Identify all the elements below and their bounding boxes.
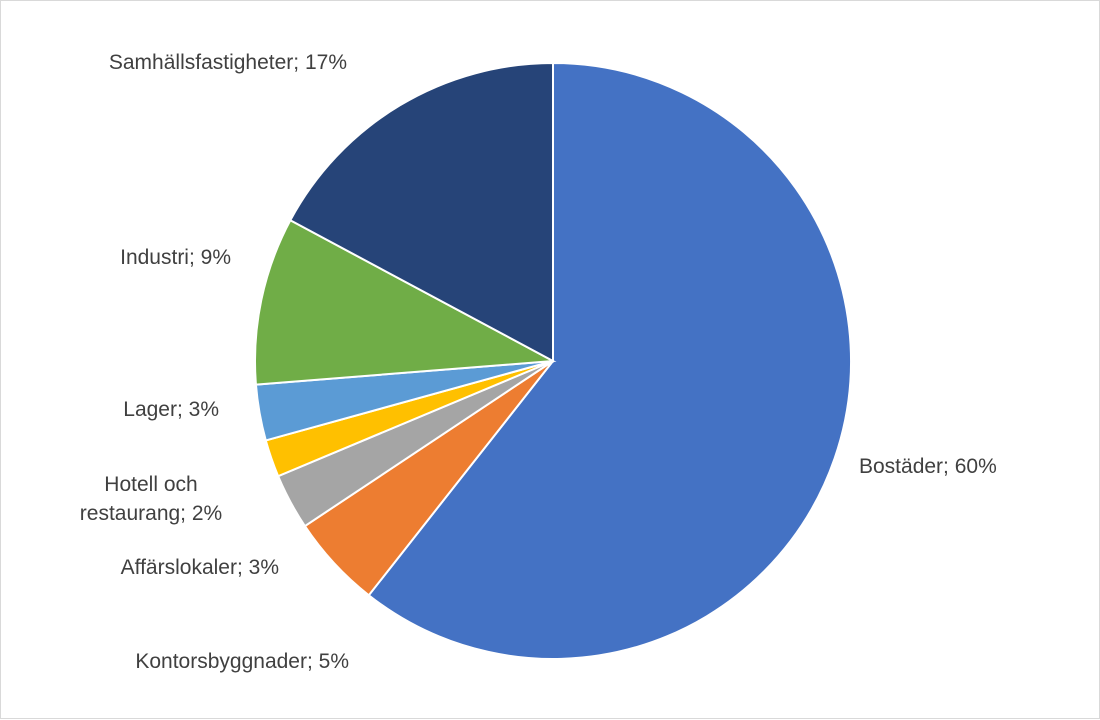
- data-label-affarslokaler: Affärslokaler; 3%: [121, 556, 279, 579]
- data-label-samhallsfastigheter: Samhällsfastigheter; 17%: [109, 51, 347, 74]
- pie-slice-bostader: [367, 61, 852, 660]
- data-label-bostader: Bostäder; 60%: [859, 455, 997, 478]
- pie-slice-samhallsfastigheter: [288, 61, 554, 363]
- pie-slices: [254, 61, 852, 660]
- data-label-industri: Industri; 9%: [120, 246, 231, 269]
- data-label-lager: Lager; 3%: [123, 398, 219, 421]
- data-label-kontorsbyggnader: Kontorsbyggnader; 5%: [135, 650, 349, 673]
- data-label-hotell-och-restaurang: Hotell och restaurang; 2%: [80, 473, 222, 525]
- pie-slice-industri: [254, 218, 557, 386]
- pie-data-labels: Bostäder; 60% Kontorsbyggnader; 5% Affärsl…: [80, 51, 997, 673]
